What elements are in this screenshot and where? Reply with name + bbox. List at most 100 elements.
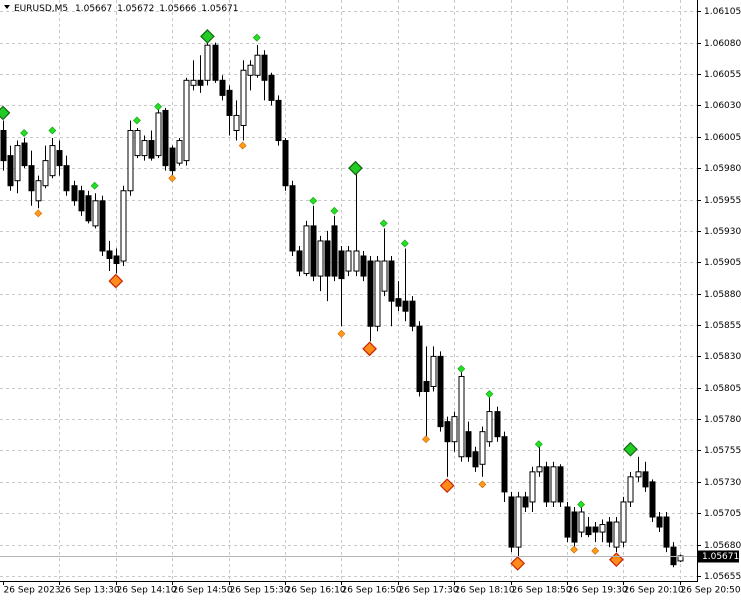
y-tick-label: 1.05730 <box>704 478 741 488</box>
candle-body <box>71 185 78 202</box>
candle-body <box>282 140 289 187</box>
header-open: 1.05667 <box>75 4 112 14</box>
x-tick-label: 26 Sep 14:10 <box>117 586 177 596</box>
candle-body <box>472 451 479 468</box>
candle-body <box>338 250 345 280</box>
candle-body <box>599 524 606 533</box>
signal <box>400 239 409 248</box>
menu-arrow[interactable] <box>4 5 10 9</box>
candle-body <box>649 481 656 518</box>
candle-body <box>289 185 296 252</box>
candle-body <box>656 516 663 528</box>
x-tick-label: 26 Sep 20:50 <box>681 586 741 596</box>
candle-body <box>437 355 444 428</box>
candle-body <box>204 44 211 81</box>
signal <box>478 480 487 489</box>
candle-body <box>317 240 324 277</box>
signal <box>330 206 339 215</box>
signal <box>168 174 177 183</box>
y-tick-label: 1.05705 <box>704 509 741 519</box>
signal <box>534 440 543 449</box>
candle-body <box>233 114 240 132</box>
candle-body <box>402 300 409 312</box>
candle-body <box>508 496 515 548</box>
candle-body <box>21 142 28 167</box>
candle-body <box>409 300 416 327</box>
candle-body <box>627 476 634 503</box>
candle-body <box>275 99 282 142</box>
y-tick-label: 1.05880 <box>704 290 741 300</box>
x-tick-label: 26 Sep 15:30 <box>230 586 290 596</box>
candle-body <box>663 516 670 548</box>
header-close: 1.05671 <box>201 4 238 14</box>
signal <box>485 390 494 398</box>
x-tick-label: 26 Sep 17:30 <box>399 586 459 596</box>
candle-body <box>134 130 141 157</box>
signal <box>133 116 141 125</box>
x-tick-label: 26 Sep 20:10 <box>624 586 684 596</box>
signal <box>309 196 318 205</box>
x-tick-label: 26 Sep 14:50 <box>173 586 233 596</box>
candle-body <box>99 200 106 252</box>
x-tick-label: 26 Sep 19:30 <box>568 586 628 596</box>
large-signal <box>108 273 124 289</box>
candle-body <box>444 421 451 443</box>
chart-header: EURUSD,M5 1.05667 1.05672 1.05666 1.0567… <box>14 4 239 14</box>
y-tick-label: 1.05680 <box>704 541 741 551</box>
x-tick-label: 26 Sep 18:10 <box>455 586 515 596</box>
candle-body <box>261 54 268 81</box>
y-tick-label: 1.05755 <box>704 446 741 456</box>
candle-body <box>515 496 522 548</box>
candle-body <box>35 180 42 202</box>
candle-body <box>324 240 331 277</box>
candle-body <box>479 431 486 465</box>
large-signal <box>623 441 638 457</box>
candle-body <box>7 155 14 187</box>
y-tick-label: 1.05905 <box>704 258 741 268</box>
candle-body <box>303 225 310 275</box>
candle-body <box>381 260 388 292</box>
candle-body <box>670 546 677 566</box>
candle-body <box>268 74 275 101</box>
candle-body <box>183 79 190 162</box>
candle-body <box>360 255 367 277</box>
signal <box>570 545 578 554</box>
large-signal <box>362 341 377 357</box>
signal <box>48 126 57 135</box>
candle-body <box>486 411 493 443</box>
axes: 1.06105 1.06080 1.06055 1.06030 1.06005 1.059… <box>3 7 741 596</box>
signal <box>252 33 261 42</box>
candle-body <box>310 225 317 277</box>
candle-body <box>49 145 56 177</box>
signal <box>154 102 163 111</box>
candle-body <box>522 496 529 508</box>
candle-body <box>677 555 684 562</box>
candle-body <box>28 165 35 192</box>
candle-body <box>14 145 21 182</box>
candle-body <box>247 64 254 76</box>
symbol: EURUSD,M5 <box>14 4 68 14</box>
signal <box>577 500 586 509</box>
signal <box>422 435 430 444</box>
candle-body <box>78 190 85 212</box>
candle-body <box>113 255 120 265</box>
signal <box>20 129 29 137</box>
large-signal <box>439 478 455 493</box>
candle-body <box>212 44 219 81</box>
y-tick-label: 1.05855 <box>704 321 741 331</box>
current-price-label: 1.05671 <box>702 552 739 562</box>
candle-body <box>176 140 183 164</box>
x-tick-label: 26 Sep 16:10 <box>286 586 346 596</box>
y-tick-label: 1.06080 <box>704 39 741 49</box>
large-signal <box>348 160 363 176</box>
candle-body <box>296 250 303 272</box>
candle-body <box>613 521 620 548</box>
y-tick-label: 1.06105 <box>704 7 741 17</box>
candle-body <box>620 501 627 543</box>
candle-body <box>374 260 381 327</box>
candle-body <box>458 375 465 458</box>
candle-body <box>92 200 99 227</box>
large-signal <box>200 29 215 44</box>
candle-body <box>353 250 360 272</box>
